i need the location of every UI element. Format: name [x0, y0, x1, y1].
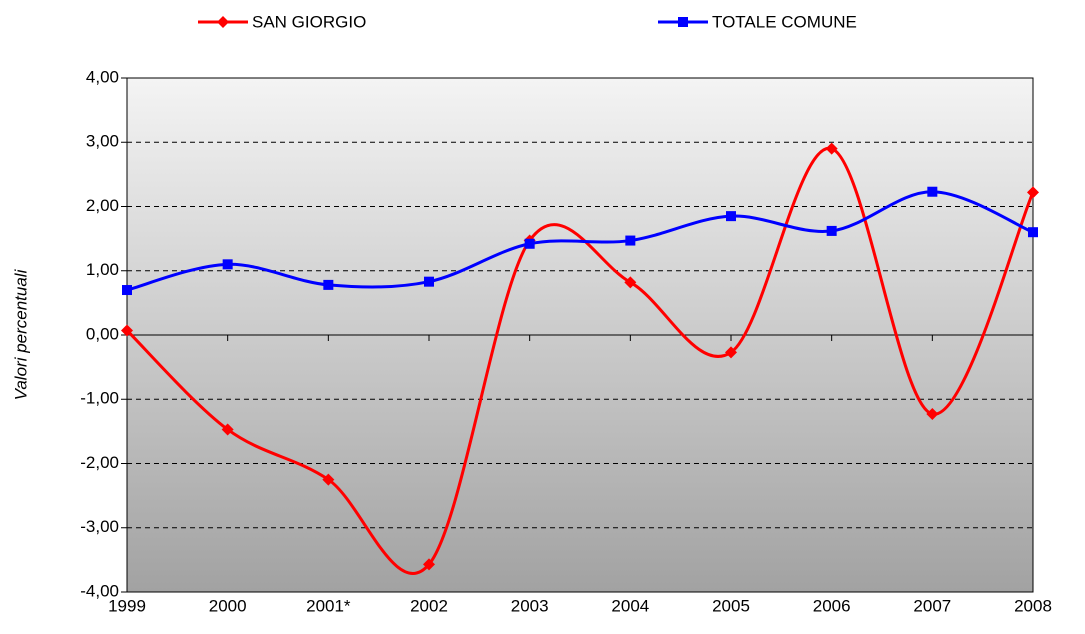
x-tick-label: 2006	[813, 596, 851, 615]
x-tick-label: 2003	[511, 596, 549, 615]
marker	[625, 235, 636, 246]
y-tick-label: 4,00	[86, 67, 119, 86]
marker	[926, 408, 939, 421]
marker	[725, 346, 737, 359]
marker	[726, 211, 736, 222]
y-tick-label: 2,00	[86, 196, 119, 215]
marker	[624, 276, 637, 289]
series-line	[126, 190, 1034, 292]
y-tick-label: 3,00	[86, 132, 119, 151]
x-tick-label: 2004	[611, 596, 649, 615]
x-tick-label: 2000	[209, 596, 247, 615]
marker	[826, 225, 837, 236]
legend-label: TOTALE COMUNE	[712, 12, 857, 31]
x-tick-label: 2007	[913, 596, 951, 615]
y-tick-label: 1,00	[86, 260, 119, 279]
y-axis-label: Valori percentuali	[11, 268, 30, 400]
marker	[825, 142, 838, 155]
marker	[1028, 227, 1038, 238]
marker	[1027, 186, 1039, 199]
y-tick-label: -1,00	[80, 389, 119, 408]
marker	[222, 259, 233, 270]
x-tick-label: 1999	[108, 596, 146, 615]
y-tick-label: -4,00	[80, 581, 119, 600]
marker	[322, 473, 335, 486]
marker	[524, 238, 535, 249]
marker	[217, 16, 229, 28]
marker	[221, 423, 234, 436]
marker	[122, 285, 132, 296]
x-tick-label: 2005	[712, 596, 750, 615]
marker	[424, 276, 434, 287]
marker	[678, 17, 688, 27]
y-tick-label: -3,00	[80, 517, 119, 536]
x-tick-label: 2002	[410, 596, 448, 615]
x-tick-label: 2001*	[306, 596, 351, 615]
marker	[323, 279, 334, 290]
marker	[423, 558, 435, 571]
y-tick-label: -2,00	[80, 453, 119, 472]
x-tick-label: 2008	[1014, 596, 1052, 615]
marker	[927, 186, 938, 197]
y-tick-label: 0,00	[86, 324, 119, 343]
legend-label: SAN GIORGIO	[252, 12, 366, 31]
marker	[121, 324, 133, 337]
